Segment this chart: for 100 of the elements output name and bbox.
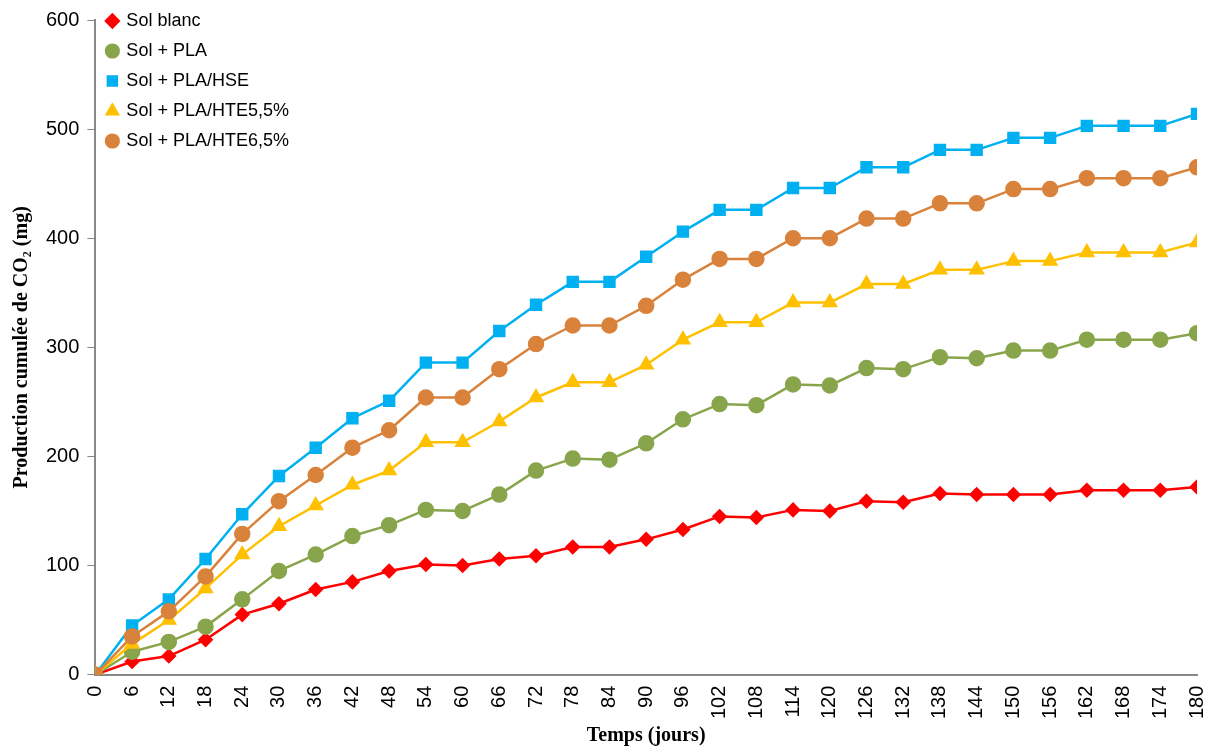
point bbox=[638, 532, 654, 547]
point bbox=[674, 271, 692, 288]
point bbox=[381, 462, 397, 476]
x-tick-label: 78 bbox=[560, 685, 583, 708]
point bbox=[234, 525, 251, 543]
point bbox=[160, 603, 178, 620]
x-tick-label: 6 bbox=[119, 685, 142, 697]
point bbox=[897, 161, 910, 174]
x-tick-label: 162 bbox=[1074, 685, 1097, 720]
point bbox=[308, 582, 323, 597]
legend-label: Sol blanc bbox=[126, 9, 201, 30]
point bbox=[822, 294, 838, 308]
point bbox=[418, 557, 434, 572]
point bbox=[346, 412, 359, 425]
point bbox=[602, 373, 617, 387]
point bbox=[492, 551, 507, 567]
point bbox=[932, 261, 948, 275]
point bbox=[271, 518, 287, 531]
point bbox=[1042, 252, 1058, 266]
point bbox=[639, 250, 653, 263]
point bbox=[749, 510, 764, 525]
x-axis-title: Temps (jours) bbox=[586, 723, 706, 747]
point bbox=[602, 539, 617, 555]
y-axis-title: Production cumulée de CO₂ (mg) bbox=[9, 206, 33, 489]
point bbox=[895, 275, 911, 289]
x-tick-label: 12 bbox=[156, 685, 179, 708]
point bbox=[491, 413, 507, 427]
point bbox=[1080, 119, 1094, 133]
point bbox=[270, 492, 288, 510]
point bbox=[564, 317, 581, 334]
point bbox=[860, 161, 873, 174]
x-tick-label: 84 bbox=[596, 685, 619, 708]
legend-label: Sol + PLA/HTE5,5% bbox=[126, 99, 289, 120]
point bbox=[1078, 331, 1096, 348]
point bbox=[199, 552, 212, 566]
point bbox=[894, 360, 912, 378]
point bbox=[160, 633, 178, 651]
point bbox=[1006, 252, 1021, 266]
x-tick-label: 48 bbox=[376, 685, 399, 708]
point bbox=[675, 522, 691, 537]
point bbox=[419, 356, 433, 369]
point bbox=[236, 508, 249, 521]
x-tick-label: 120 bbox=[817, 685, 840, 720]
point bbox=[821, 229, 839, 247]
point bbox=[1005, 342, 1022, 359]
point bbox=[674, 411, 692, 428]
point bbox=[1152, 331, 1169, 348]
point bbox=[601, 317, 618, 334]
x-tick-label: 180 bbox=[1184, 685, 1207, 720]
point bbox=[1006, 487, 1021, 502]
point bbox=[1042, 487, 1058, 502]
point bbox=[235, 607, 250, 622]
point bbox=[309, 441, 322, 454]
point bbox=[528, 548, 544, 563]
point bbox=[1152, 244, 1168, 258]
point bbox=[1152, 169, 1169, 187]
point bbox=[418, 433, 434, 447]
x-tick-label: 150 bbox=[1000, 685, 1023, 720]
point bbox=[307, 466, 324, 484]
point bbox=[528, 389, 544, 403]
point bbox=[417, 501, 435, 519]
point bbox=[234, 591, 251, 608]
point bbox=[564, 450, 581, 467]
point bbox=[895, 495, 911, 510]
x-tick-label: 90 bbox=[633, 685, 656, 708]
x-tick-label: 72 bbox=[523, 685, 546, 708]
x-tick-label: 138 bbox=[927, 685, 950, 720]
point bbox=[711, 250, 728, 268]
point bbox=[1079, 482, 1095, 498]
x-tick-label: 36 bbox=[303, 685, 326, 708]
point bbox=[493, 324, 506, 338]
x-tick-label: 30 bbox=[266, 685, 289, 708]
point bbox=[1116, 244, 1131, 258]
point bbox=[859, 275, 874, 289]
point bbox=[566, 275, 579, 289]
point bbox=[675, 331, 691, 345]
point bbox=[603, 275, 616, 289]
point bbox=[786, 181, 800, 195]
y-tick-label: 100 bbox=[45, 553, 80, 576]
point bbox=[712, 509, 727, 524]
point bbox=[1043, 131, 1057, 145]
point bbox=[637, 297, 655, 315]
point bbox=[712, 313, 727, 327]
point bbox=[970, 143, 983, 157]
x-tick-label: 66 bbox=[486, 685, 509, 708]
point bbox=[969, 261, 984, 275]
point bbox=[711, 395, 728, 413]
point bbox=[931, 348, 949, 366]
point bbox=[565, 539, 580, 555]
point bbox=[601, 451, 618, 468]
point bbox=[1079, 244, 1095, 258]
point bbox=[197, 618, 214, 635]
legend-label: Sol + PLA bbox=[126, 39, 207, 60]
y-tick-label: 600 bbox=[45, 7, 80, 30]
point bbox=[1007, 131, 1020, 145]
point bbox=[1005, 180, 1022, 198]
point bbox=[1041, 180, 1059, 198]
x-tick-label: 96 bbox=[670, 685, 693, 708]
point bbox=[931, 195, 949, 212]
y-tick-label: 400 bbox=[45, 225, 80, 248]
